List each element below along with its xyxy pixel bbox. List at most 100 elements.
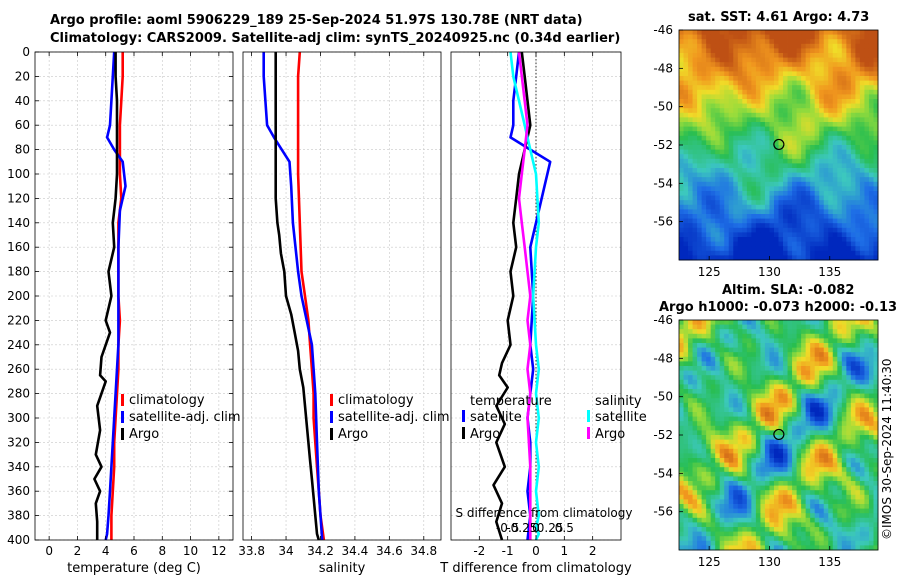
heatmap-cell [688, 522, 693, 528]
heatmap-cell [855, 338, 861, 344]
heatmap-cell [810, 476, 816, 482]
heatmap-cell [850, 536, 856, 542]
heatmap-cell [828, 421, 834, 427]
heatmap-cell [814, 393, 820, 399]
heatmap-cell [864, 499, 870, 505]
heatmap-cell [683, 94, 689, 100]
heatmap-cell [850, 48, 856, 54]
heatmap-cell [769, 531, 775, 537]
heatmap-cell [728, 227, 734, 233]
heatmap-cell [683, 122, 689, 127]
heatmap-cell [787, 43, 793, 49]
heatmap-cell [773, 347, 779, 353]
heatmap-cell [873, 76, 879, 81]
heatmap-cell [873, 108, 879, 114]
heatmap-cell [855, 453, 861, 459]
heatmap-cell [751, 453, 757, 459]
heatmap-cell [850, 158, 856, 164]
heatmap-cell [724, 246, 730, 252]
heatmap-cell [737, 361, 743, 367]
heatmap-cell [710, 467, 716, 473]
heatmap-cell [715, 485, 721, 491]
heatmap-cell [683, 241, 689, 247]
heatmap-cell [701, 158, 707, 164]
heatmap-cell [683, 481, 689, 486]
legend-swatch [330, 428, 333, 440]
heatmap-cell [773, 490, 779, 496]
heatmap-cell [805, 476, 811, 482]
heatmap-cell [783, 62, 788, 68]
heatmap-cell [683, 517, 689, 523]
heatmap-cell [724, 186, 730, 192]
heatmap-cell [810, 94, 816, 100]
heatmap-cell [868, 62, 874, 68]
heatmap-cell [692, 85, 698, 91]
heatmap-cell [864, 89, 870, 95]
heatmap-cell [796, 223, 802, 229]
heatmap-cell [810, 168, 816, 173]
heatmap-cell [728, 499, 734, 505]
heatmap-cell [728, 402, 734, 408]
heatmap-cell [764, 402, 770, 408]
heatmap-cell [855, 412, 861, 417]
heatmap-cell [746, 149, 752, 155]
heatmap-cell [751, 53, 757, 58]
heatmap-cell [819, 435, 825, 440]
heatmap-cell [801, 398, 807, 404]
heatmap-cell [710, 241, 716, 247]
heatmap-cell [769, 504, 775, 509]
heatmap-cell [814, 214, 820, 219]
heatmap-cell [710, 333, 716, 339]
heatmap-cell [841, 34, 847, 40]
heatmap-cell [792, 158, 797, 164]
heatmap-cell [679, 218, 684, 224]
heatmap-cell [828, 168, 834, 173]
heatmap-cell [837, 149, 843, 155]
heatmap-cell [755, 168, 761, 173]
heatmap-cell [724, 94, 730, 100]
heatmap-cell [868, 204, 874, 210]
heatmap-cell [751, 508, 757, 514]
heatmap-cell [697, 540, 703, 546]
heatmap-cell [742, 333, 748, 339]
heatmap-cell [801, 71, 807, 77]
heatmap-cell [715, 112, 721, 118]
heatmap-cell [814, 76, 820, 81]
heatmap-cell [832, 531, 838, 537]
heatmap-cell [841, 361, 847, 367]
heatmap-cell [742, 246, 748, 252]
heatmap-cell [751, 200, 757, 206]
heatmap-cell [855, 149, 861, 155]
heatmap-cell [751, 462, 757, 468]
heatmap-cell [868, 508, 874, 514]
heatmap-cell [692, 126, 698, 132]
heatmap-cell [810, 135, 816, 141]
heatmap-cell [688, 324, 693, 330]
heatmap-cell [819, 343, 825, 348]
heatmap-cell [814, 117, 820, 123]
heatmap-cell [701, 53, 707, 58]
heatmap-cell [868, 214, 874, 219]
heatmap-cell [755, 191, 761, 196]
heatmap-cell [868, 329, 874, 335]
y-tick-label: 180 [7, 265, 30, 279]
heatmap-cell [778, 71, 784, 77]
heatmap-cell [715, 393, 721, 399]
heatmap-cell [787, 154, 793, 160]
heatmap-cell [751, 126, 757, 132]
heatmap-cell [801, 154, 807, 160]
heatmap-cell [751, 204, 757, 210]
heatmap-cell [796, 108, 802, 114]
heatmap-cell [814, 416, 820, 422]
heatmap-cell [706, 163, 712, 169]
heatmap-cell [701, 522, 707, 528]
heatmap-cell [679, 425, 684, 431]
heatmap-cell [783, 490, 788, 496]
heatmap-cell [868, 476, 874, 482]
heatmap-cell [873, 66, 879, 72]
heatmap-cell [828, 361, 834, 367]
heatmap-cell [810, 214, 816, 219]
heatmap-cell [679, 421, 684, 427]
heatmap-cell [801, 246, 807, 252]
heatmap-cell [715, 402, 721, 408]
